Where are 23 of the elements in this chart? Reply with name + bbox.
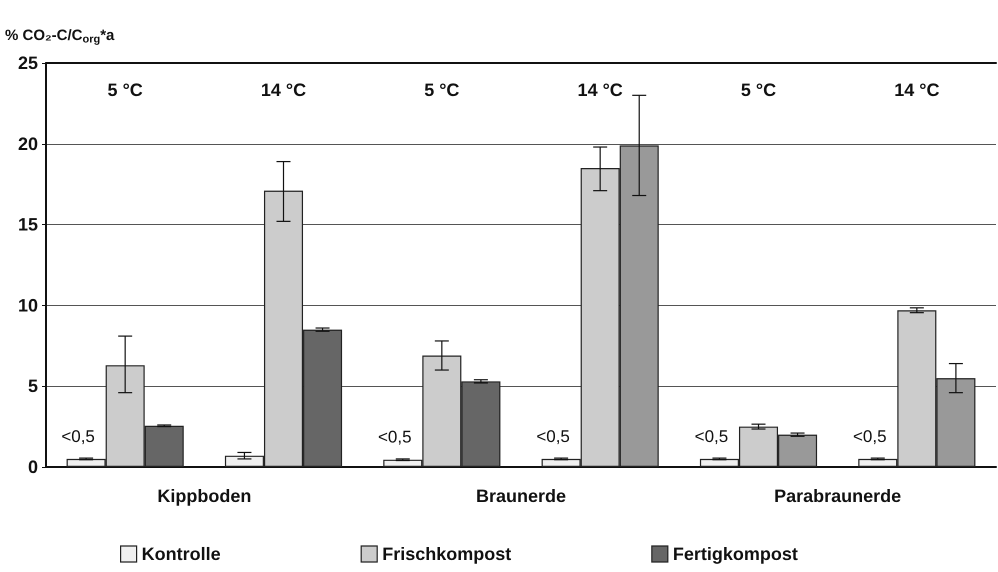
legend-label: Frischkompost [382,544,512,564]
data-label: <0,5 [694,426,728,446]
x-tick-label: 14 °C [260,80,306,100]
text: Parabraunerde [774,486,902,506]
x-tick-label: 5 °C [424,80,460,100]
legend-label: Fertigkompost [672,544,798,564]
legend-label: Kontrolle [142,544,221,564]
data-label: <0,5 [61,426,95,446]
x-tick-label: 5 °C [108,80,143,100]
y-tick-label: 25 [18,53,38,73]
data-label: <0,5 [378,428,412,447]
y-tick-label: 20 [18,134,38,154]
text: Braunerde [476,486,566,506]
y-tick-label: 10 [18,295,38,316]
y-tick-label: 5 [28,376,38,396]
x-tick-label: 14 °C [894,80,940,100]
x-tick-label: 5 °C [740,80,776,100]
data-label: <0,5 [536,426,570,446]
text: Kippboden [157,486,252,506]
y-tick-label: 0 [28,457,38,477]
data-label: <0,5 [852,426,887,446]
x-tick-label: 14 °C [578,80,623,100]
y-tick-label: 15 [18,214,38,235]
